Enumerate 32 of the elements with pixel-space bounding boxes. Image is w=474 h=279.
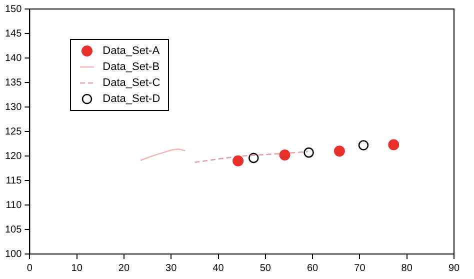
y-tick-label: 115 xyxy=(6,175,22,186)
point xyxy=(279,150,290,161)
x-tick-label: 50 xyxy=(260,262,272,274)
y-tick-label: 150 xyxy=(4,4,22,15)
point xyxy=(388,139,400,150)
y-tick-label: 135 xyxy=(4,77,22,88)
y-tick-label: 125 xyxy=(4,126,22,138)
x-tick-label: 20 xyxy=(118,262,130,274)
y-tick-label: 110 xyxy=(6,200,22,211)
x-tick-label: 90 xyxy=(448,262,460,274)
x-tick-label: 80 xyxy=(401,262,413,274)
legend-label: Data_Set-B xyxy=(102,61,160,73)
point xyxy=(248,152,259,164)
legend-label: Data_Set-D xyxy=(102,93,160,105)
x-tick-label: 30 xyxy=(166,262,178,274)
legend-label: Data_Set-A xyxy=(102,45,160,57)
y-tick-label: 120 xyxy=(4,150,22,162)
point xyxy=(358,140,369,150)
y-tick-label: 130 xyxy=(4,102,22,113)
y-tick-label: 140 xyxy=(4,52,22,64)
legend-label: Data_Set-C xyxy=(102,77,160,89)
point xyxy=(232,155,244,166)
x-tick-label: 10 xyxy=(71,262,83,274)
y-tick-label: 145 xyxy=(4,28,22,40)
y-tick-label: 105 xyxy=(4,224,22,236)
point xyxy=(304,147,314,158)
x-tick-label: 40 xyxy=(212,262,224,274)
y-tick-label: 100 xyxy=(4,248,22,260)
x-tick-label: 60 xyxy=(307,262,319,274)
point xyxy=(334,146,345,157)
x-tick-label: 70 xyxy=(354,262,366,274)
x-tick-label: 0 xyxy=(26,262,33,274)
